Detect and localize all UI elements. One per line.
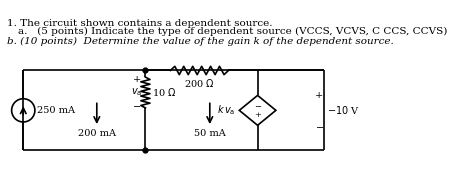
Text: 1. The circuit shown contains a dependent source.: 1. The circuit shown contains a dependen… — [7, 19, 272, 28]
Text: +: + — [133, 75, 141, 84]
Text: 50 mA: 50 mA — [194, 130, 226, 138]
Text: $v_{\rm a}$: $v_{\rm a}$ — [131, 87, 142, 98]
Text: 250 mA: 250 mA — [37, 106, 75, 115]
Text: $-10$ V: $-10$ V — [328, 104, 360, 116]
Text: 200 $\Omega$: 200 $\Omega$ — [184, 77, 215, 89]
Text: +: + — [315, 91, 323, 100]
Text: $k\,v_{\rm a}$: $k\,v_{\rm a}$ — [218, 103, 236, 117]
Text: +: + — [254, 110, 261, 118]
Text: b. (10 points)  Determine the value of the gain k of the dependent source.: b. (10 points) Determine the value of th… — [7, 36, 393, 46]
Text: 10 $\Omega$: 10 $\Omega$ — [152, 86, 176, 99]
Text: $-$: $-$ — [254, 101, 262, 109]
Text: 200 mA: 200 mA — [78, 130, 116, 138]
Text: $-$: $-$ — [132, 101, 141, 110]
Text: a.   (5 points) Indicate the type of dependent source (VCCS, VCVS, C CCS, CCVS): a. (5 points) Indicate the type of depen… — [18, 26, 447, 36]
Text: $-$: $-$ — [315, 122, 324, 131]
